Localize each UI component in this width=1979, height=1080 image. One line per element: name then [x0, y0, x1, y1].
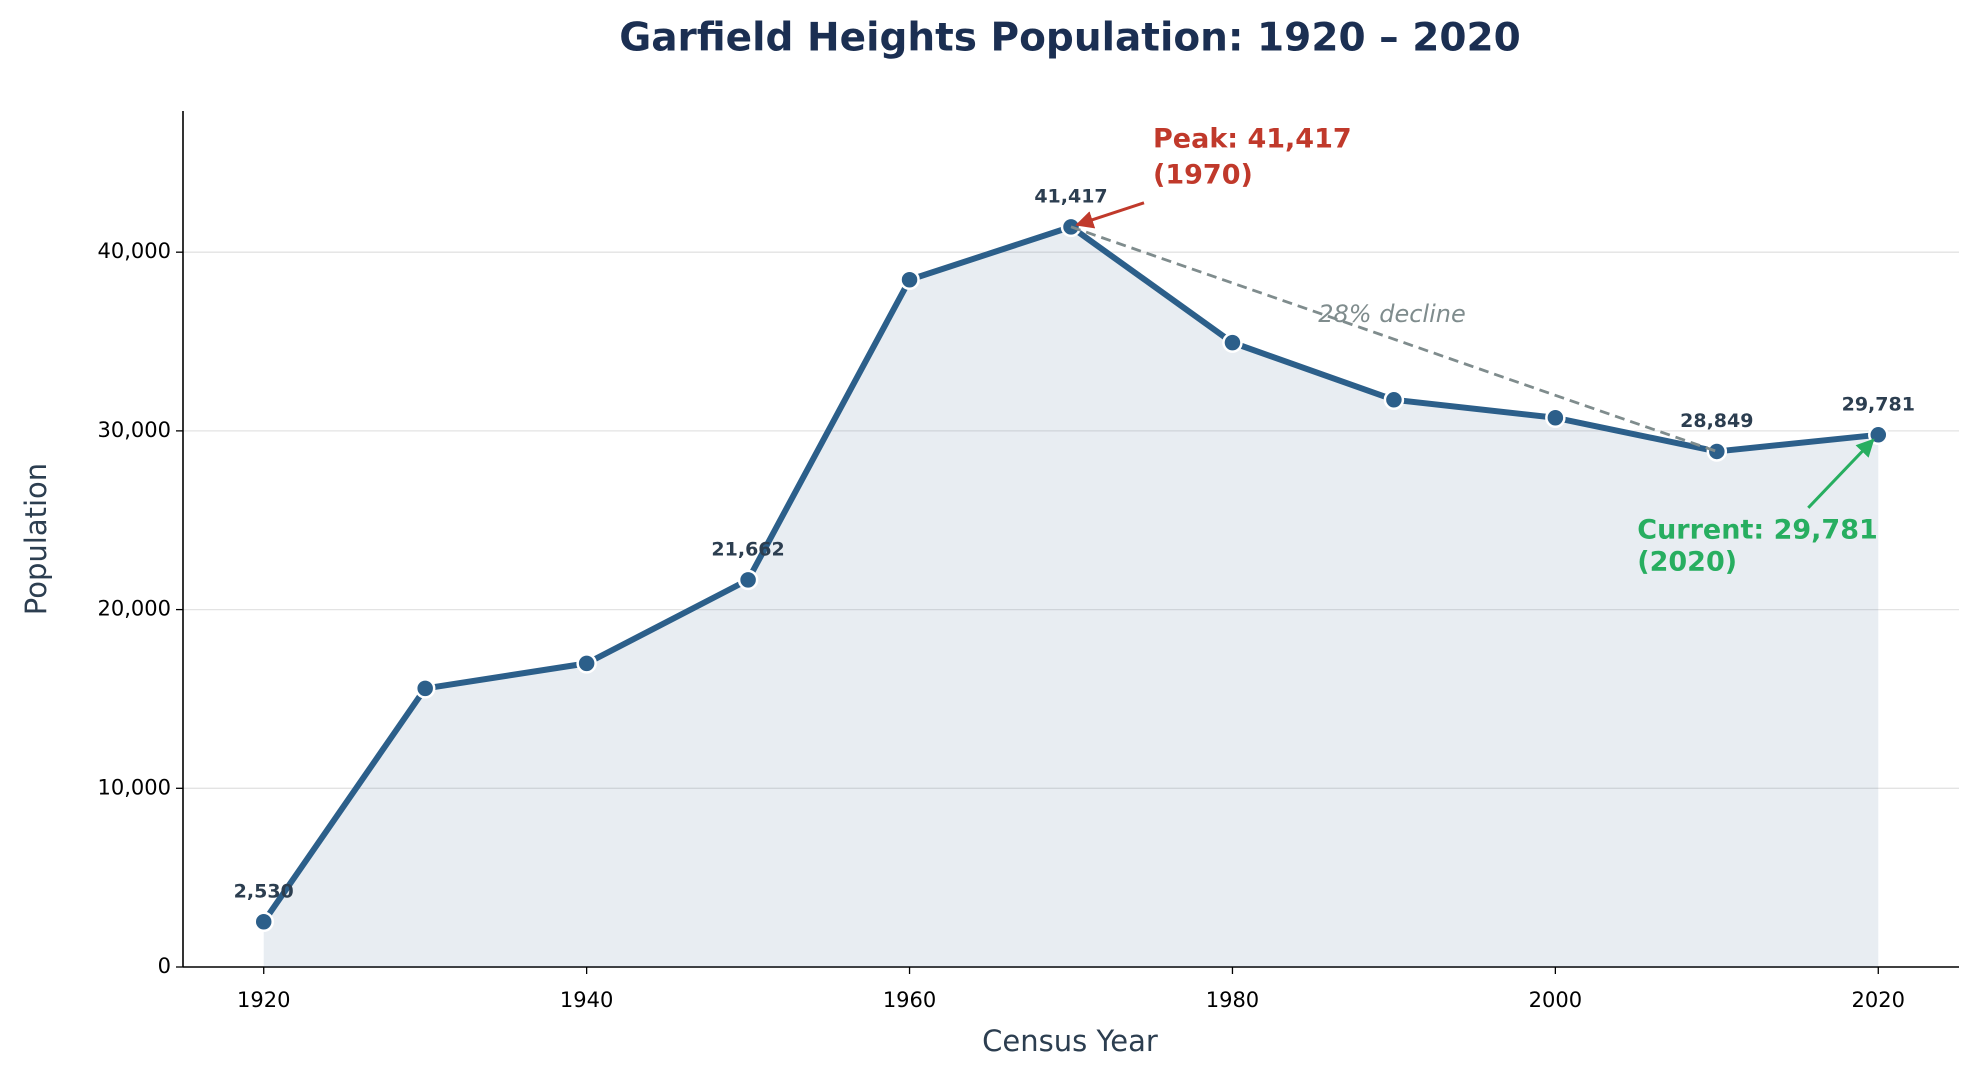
data-label: 41,417	[1034, 185, 1107, 207]
point	[414, 678, 436, 699]
current-label: Current: 29,781	[1637, 514, 1878, 545]
point	[253, 911, 274, 933]
peak-label: (1970)	[1153, 159, 1253, 190]
x-axis-title: Census Year	[982, 1024, 1158, 1058]
decline-label: 28% decline	[1318, 300, 1465, 328]
point	[737, 569, 759, 591]
x-tick-label: 1960	[883, 988, 936, 1012]
y-tick-label: 10,000	[98, 775, 171, 799]
peak-label: Peak: 41,417	[1153, 123, 1352, 154]
x-tick-label: 2000	[1529, 988, 1582, 1012]
data-label: 28,849	[1680, 410, 1753, 432]
chart-title: Garfield Heights Population: 1920 – 2020	[619, 16, 1521, 61]
current-arrow	[1807, 438, 1875, 509]
point	[1222, 332, 1243, 353]
y-tick-label: 40,000	[98, 239, 171, 263]
x-tick-label: 1920	[237, 988, 290, 1012]
y-tick-label: 20,000	[98, 597, 171, 621]
peak-arrow	[1075, 201, 1145, 229]
y-axis-title: Population	[19, 463, 53, 615]
data-label: 21,662	[711, 538, 784, 560]
current-label: (2020)	[1637, 546, 1737, 577]
data-label: 29,781	[1842, 393, 1915, 415]
x-tick-label: 2020	[1852, 988, 1905, 1012]
point	[1383, 389, 1405, 411]
point	[899, 269, 920, 291]
point	[576, 653, 597, 674]
area	[263, 226, 1879, 967]
y-tick-label: 30,000	[98, 418, 171, 442]
point	[1545, 407, 1566, 429]
x-tick-label: 1980	[1206, 988, 1259, 1012]
x-tick-label: 1940	[560, 988, 613, 1012]
y-tick-label: 0	[158, 954, 171, 978]
data-label: 2,530	[234, 880, 294, 902]
point	[1706, 441, 1728, 462]
decline-line	[1070, 225, 1718, 453]
